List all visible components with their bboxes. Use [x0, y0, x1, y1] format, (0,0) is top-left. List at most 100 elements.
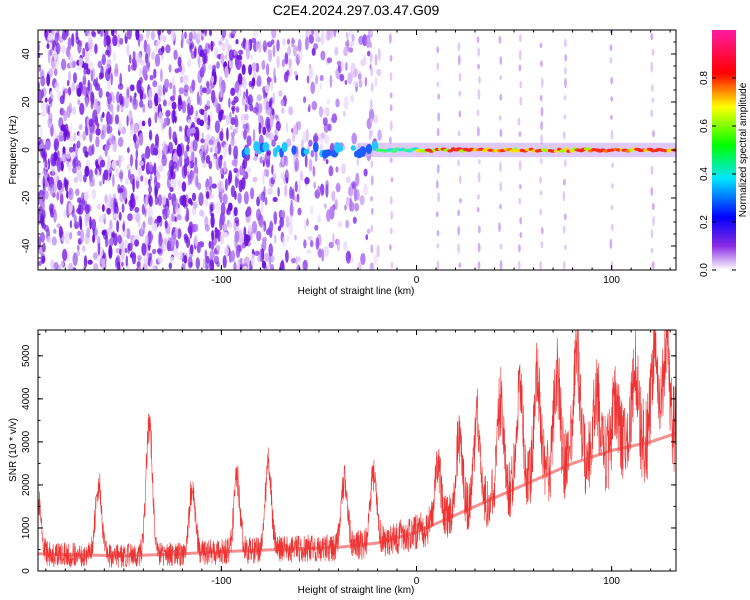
spectrogram-noise-cell	[252, 69, 257, 79]
spectrogram-noise-cell	[351, 132, 358, 145]
spectrogram-noise-cell	[66, 105, 71, 119]
spectrogram-noise-cell	[112, 173, 115, 188]
spectrogram-stripe-cell	[436, 164, 440, 174]
spectrogram-noise-cell	[124, 96, 129, 109]
spectrogram-noise-cell	[160, 68, 163, 82]
spectrogram-noise-cell	[148, 89, 151, 97]
spectrogram-noise-cell	[169, 186, 174, 193]
spectrogram-noise-cell	[344, 79, 348, 85]
spectrogram-noise-cell	[173, 200, 178, 208]
spectrogram-noise-cell	[126, 147, 130, 154]
spectrogram-stripe-cell	[389, 120, 393, 132]
spectrogram-noise-cell	[120, 246, 125, 261]
spectrogram-noise-cell	[219, 154, 223, 161]
spectrogram-noise-cell	[221, 43, 226, 52]
spectrogram-noise-cell	[276, 55, 280, 69]
spectrogram-noise-cell	[101, 229, 107, 236]
spectrogram-y-tick-label: 0	[21, 147, 32, 153]
spectrogram-noise-cell	[190, 151, 195, 161]
spectrogram-stripe-cell	[540, 120, 543, 131]
spectrogram-noise-cell	[222, 193, 228, 205]
spectrogram-noise-cell	[172, 84, 176, 99]
spectrogram-noise-cell	[317, 37, 322, 43]
spectrogram-noise-cell	[71, 33, 75, 47]
spectrogram-noise-cell	[114, 63, 119, 75]
spectrogram-noise-cell	[238, 49, 244, 55]
spectrogram-noise-cell	[252, 30, 259, 38]
spectrogram-noise-cell	[263, 186, 266, 198]
spectrogram-noise-cell	[339, 73, 345, 82]
spectrogram-noise-cell	[137, 167, 143, 176]
spectrogram-noise-cell	[127, 43, 130, 58]
spectrogram-noise-cell	[364, 76, 368, 87]
signal-band-cell	[276, 144, 281, 152]
spectrogram-noise-cell	[300, 139, 304, 150]
spectrogram-noise-cell	[209, 204, 213, 217]
spectrogram-noise-cell	[187, 59, 191, 68]
snr-y-tick-label: 5000	[21, 344, 32, 367]
spectrogram-noise-cell	[90, 69, 94, 82]
spectrogram-stripe-cell	[436, 81, 440, 88]
spectrogram-stripe-cell	[650, 229, 654, 239]
spectrogram-noise-cell	[61, 108, 66, 116]
spectrogram-noise-cell	[177, 179, 182, 189]
spectrogram-noise-cell	[80, 229, 84, 244]
spectrogram-noise-cell	[248, 64, 253, 76]
spectrogram-stripe-cell	[476, 36, 480, 44]
spectrogram-noise-cell	[163, 143, 168, 156]
spectrogram-noise-cell	[294, 157, 300, 172]
spectrogram-noise-cell	[143, 253, 149, 265]
spectrogram-noise-cell	[367, 50, 371, 57]
spectrogram-noise-cell	[284, 169, 289, 183]
spectrogram-noise-cell	[377, 47, 381, 62]
spectrogram-noise-cell	[157, 84, 163, 97]
spectrogram-noise-cell	[168, 141, 174, 154]
snr-x-tick-label: 100	[603, 576, 620, 587]
spectrogram-stripe-cell	[517, 260, 521, 270]
spectrogram-noise-cell	[233, 261, 237, 270]
spectrogram-noise-cell	[154, 133, 160, 146]
spectrogram-stripe-cell	[519, 96, 523, 106]
spectrogram-noise-cell	[264, 84, 270, 94]
spectrogram-noise-cell	[47, 34, 53, 41]
spectrogram-stripe-cell	[457, 42, 461, 52]
spectrogram-noise-cell	[323, 107, 329, 115]
spectrogram-noise-cell	[271, 30, 277, 39]
spectrogram-noise-cell	[347, 72, 353, 85]
spectrogram-stripe-cell	[564, 54, 568, 62]
colorbar-tick-label: 0.4	[699, 167, 710, 181]
spectrogram-noise-cell	[317, 185, 321, 192]
spectrogram-noise-cell	[165, 110, 171, 118]
spectrogram-noise-cell	[181, 32, 184, 45]
spectrogram-noise-cell	[310, 205, 314, 216]
spectrogram-noise-cell	[340, 60, 344, 71]
spectrogram-noise-cell	[209, 250, 215, 259]
signal-band-cell	[509, 149, 516, 153]
spectrogram-noise-cell	[218, 180, 224, 194]
spectrogram-noise-cell	[163, 117, 167, 128]
spectrogram-noise-cell	[157, 194, 163, 206]
spectrogram-noise-cell	[88, 82, 93, 96]
spectrogram-noise-cell	[242, 75, 247, 89]
spectrogram-noise-cell	[284, 52, 289, 65]
spectrogram-stripe-cell	[389, 244, 392, 251]
spectrogram-noise-cell	[141, 120, 146, 127]
spectrogram-noise-cell	[118, 187, 124, 193]
spectrogram-noise-cell	[76, 87, 82, 97]
spectrogram-noise-cell	[328, 241, 334, 249]
spectrogram-stripe-cell	[389, 136, 392, 144]
colorbar-label: Normalized spectral amplitude	[738, 82, 749, 217]
spectrogram-noise-cell	[309, 68, 313, 77]
spectrogram-noise-cell	[144, 177, 148, 186]
spectrogram-noise-cell	[373, 254, 378, 265]
spectrogram-noise-cell	[241, 177, 246, 190]
spectrogram-noise-cell	[53, 50, 58, 61]
spectrogram-noise-cell	[72, 267, 77, 270]
spectrogram-noise-cell	[103, 37, 107, 48]
spectrogram-noise-cell	[199, 84, 203, 97]
spectrogram-noise-cell	[230, 139, 235, 147]
spectrogram-noise-cell	[88, 118, 94, 128]
spectrogram-noise-cell	[268, 243, 274, 257]
spectrogram-noise-cell	[198, 95, 202, 107]
spectrogram-noise-cell	[214, 120, 220, 134]
